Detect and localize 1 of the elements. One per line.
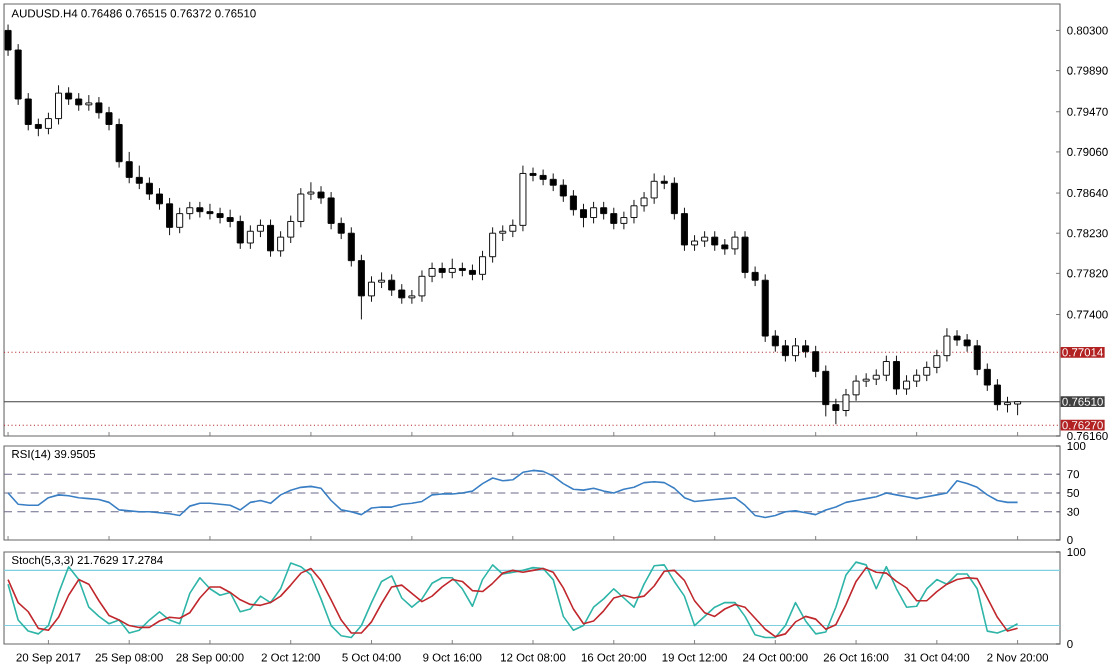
line-series [7, 469, 1019, 519]
